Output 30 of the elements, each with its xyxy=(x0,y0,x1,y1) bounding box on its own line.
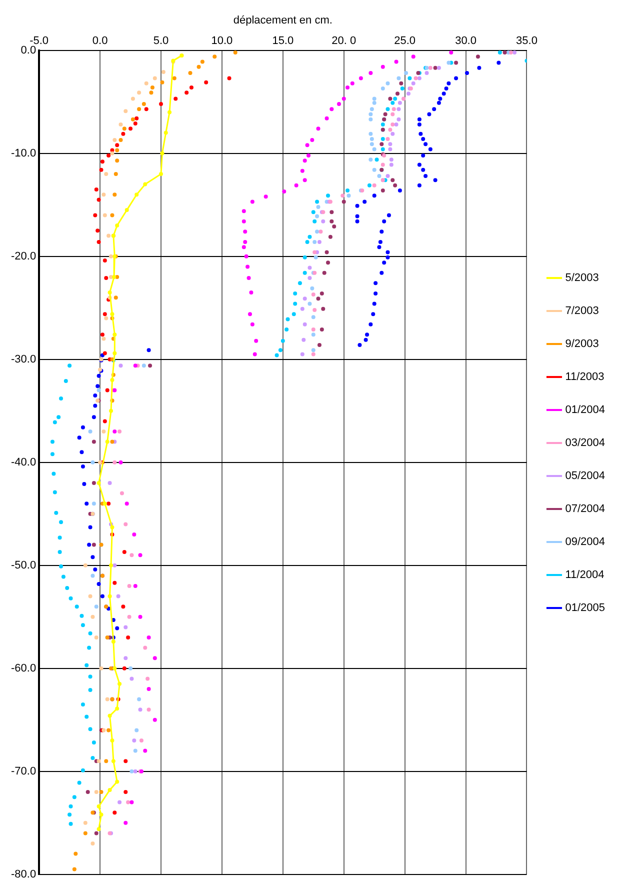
y-tick-label: -30.0 xyxy=(10,353,36,366)
legend-label: 05/2004 xyxy=(565,470,606,482)
legend-label: 5/2003 xyxy=(565,272,599,284)
x-tick-label: -5.0 xyxy=(30,34,49,47)
y-tick-label: -20.0 xyxy=(10,250,36,262)
legend-label: 01/2005 xyxy=(565,602,606,614)
x-tick-label: 0.0 xyxy=(92,34,108,47)
y-tick-label: 0.0 xyxy=(20,44,36,56)
legend-label: 11/2003 xyxy=(565,371,604,384)
x-axis-title: déplacement en cm. xyxy=(233,14,332,27)
x-tick-label: 5.0 xyxy=(153,34,169,47)
x-tick-label: 10.0 xyxy=(211,34,233,47)
x-tick-label: 15.0 xyxy=(272,34,294,47)
legend-label: 09/2004 xyxy=(565,536,606,548)
legend-label: 03/2004 xyxy=(565,437,606,450)
legend-label: 01/2004 xyxy=(565,404,606,416)
y-tick-label: -40.0 xyxy=(10,456,36,468)
x-tick-label: 35.0 xyxy=(516,34,538,47)
y-tick-label: -70.0 xyxy=(10,765,36,778)
x-tick-label: 20. 0 xyxy=(332,34,356,47)
x-tick-label: 25.0 xyxy=(394,34,416,47)
y-tick-label: -60.0 xyxy=(10,662,36,674)
y-tick-label: -80.0 xyxy=(10,868,36,880)
legend-label: 7/2003 xyxy=(565,305,599,318)
legend-label: 9/2003 xyxy=(565,338,599,350)
legend-label: 11/2004 xyxy=(565,569,604,582)
x-tick-label: 30.0 xyxy=(455,34,476,47)
legend-label: 07/2004 xyxy=(565,503,606,516)
y-tick-label: -10.0 xyxy=(10,147,36,160)
y-tick-label: -50.0 xyxy=(10,559,36,572)
